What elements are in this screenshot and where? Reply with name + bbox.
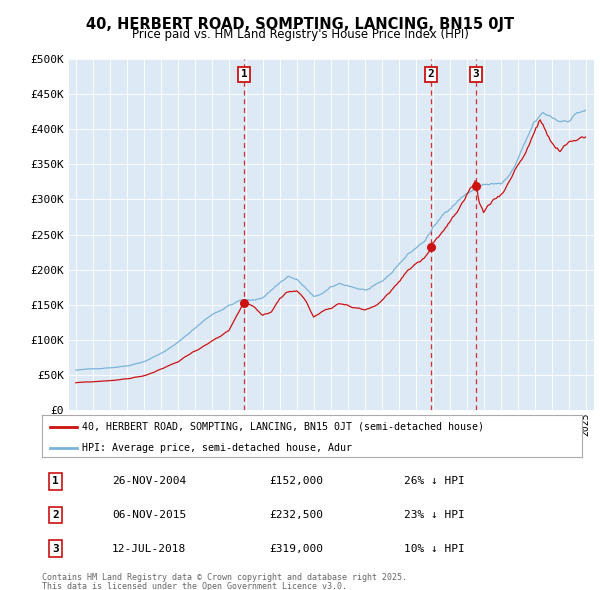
Text: 2: 2 bbox=[428, 70, 434, 80]
Text: 40, HERBERT ROAD, SOMPTING, LANCING, BN15 0JT: 40, HERBERT ROAD, SOMPTING, LANCING, BN1… bbox=[86, 17, 514, 31]
Text: £319,000: £319,000 bbox=[269, 543, 323, 553]
Text: 12-JUL-2018: 12-JUL-2018 bbox=[112, 543, 187, 553]
Text: 3: 3 bbox=[472, 70, 479, 80]
Text: 26% ↓ HPI: 26% ↓ HPI bbox=[404, 477, 464, 487]
Text: This data is licensed under the Open Government Licence v3.0.: This data is licensed under the Open Gov… bbox=[42, 582, 347, 590]
Text: HPI: Average price, semi-detached house, Adur: HPI: Average price, semi-detached house,… bbox=[83, 443, 353, 453]
Text: 3: 3 bbox=[52, 543, 59, 553]
Text: 1: 1 bbox=[52, 477, 59, 487]
Text: 23% ↓ HPI: 23% ↓ HPI bbox=[404, 510, 464, 520]
Text: £152,000: £152,000 bbox=[269, 477, 323, 487]
Text: £232,500: £232,500 bbox=[269, 510, 323, 520]
Text: 2: 2 bbox=[52, 510, 59, 520]
Text: 10% ↓ HPI: 10% ↓ HPI bbox=[404, 543, 464, 553]
Text: 06-NOV-2015: 06-NOV-2015 bbox=[112, 510, 187, 520]
Text: Price paid vs. HM Land Registry's House Price Index (HPI): Price paid vs. HM Land Registry's House … bbox=[131, 28, 469, 41]
Text: 26-NOV-2004: 26-NOV-2004 bbox=[112, 477, 187, 487]
Text: 1: 1 bbox=[241, 70, 248, 80]
Text: 40, HERBERT ROAD, SOMPTING, LANCING, BN15 0JT (semi-detached house): 40, HERBERT ROAD, SOMPTING, LANCING, BN1… bbox=[83, 422, 485, 432]
Text: Contains HM Land Registry data © Crown copyright and database right 2025.: Contains HM Land Registry data © Crown c… bbox=[42, 573, 407, 582]
